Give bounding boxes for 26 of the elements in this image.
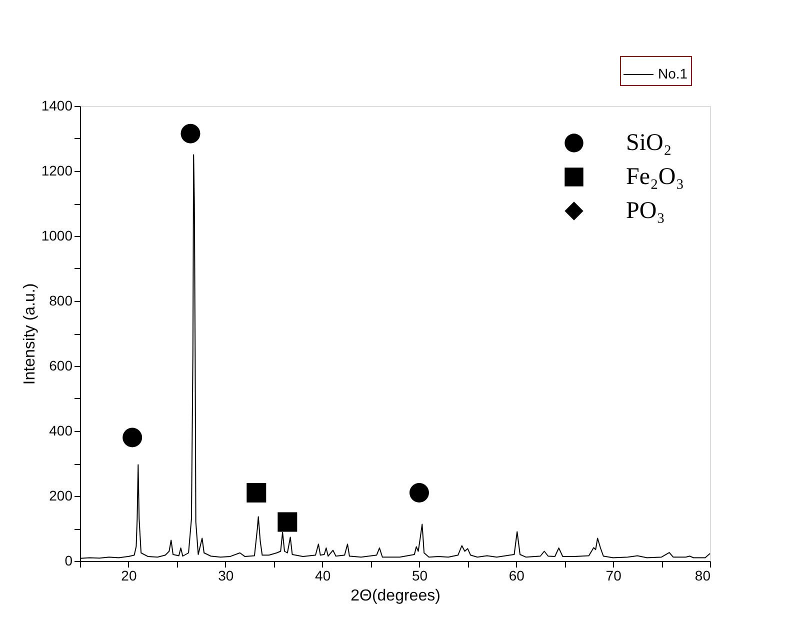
y-tick-label: 1000	[41, 228, 73, 244]
x-tick-label: 40	[315, 568, 331, 584]
x-tick-label: 50	[412, 568, 428, 584]
x-tick-label: 30	[218, 568, 234, 584]
y-tick-label: 1200	[41, 162, 73, 178]
legend-label: No.1	[658, 66, 688, 82]
legend-label: SiO₂	[626, 130, 672, 156]
y-tick-label: 1400	[41, 98, 73, 114]
x-tick-label: 70	[606, 568, 622, 584]
y-axis-title: Intensity (a.u.)	[21, 283, 38, 385]
point	[122, 428, 142, 448]
x-tick-label: 20	[121, 568, 137, 584]
legend-label: Fe₂O₃	[626, 164, 684, 190]
y-tick-label: 800	[49, 292, 73, 308]
legend-label: PO₃	[626, 198, 666, 224]
y-tick-label: 0	[64, 552, 73, 568]
point	[246, 483, 266, 502]
y-tick-label: 600	[49, 358, 73, 374]
y-tick-label: 200	[49, 488, 73, 504]
x-tick-label: 60	[508, 568, 525, 584]
y-tick-label: 400	[49, 422, 73, 438]
x-tick-label: 80	[694, 568, 711, 584]
point	[409, 483, 429, 502]
x-axis-title: 2Θ(degrees)	[350, 588, 440, 604]
point	[278, 512, 298, 532]
point	[180, 124, 200, 144]
